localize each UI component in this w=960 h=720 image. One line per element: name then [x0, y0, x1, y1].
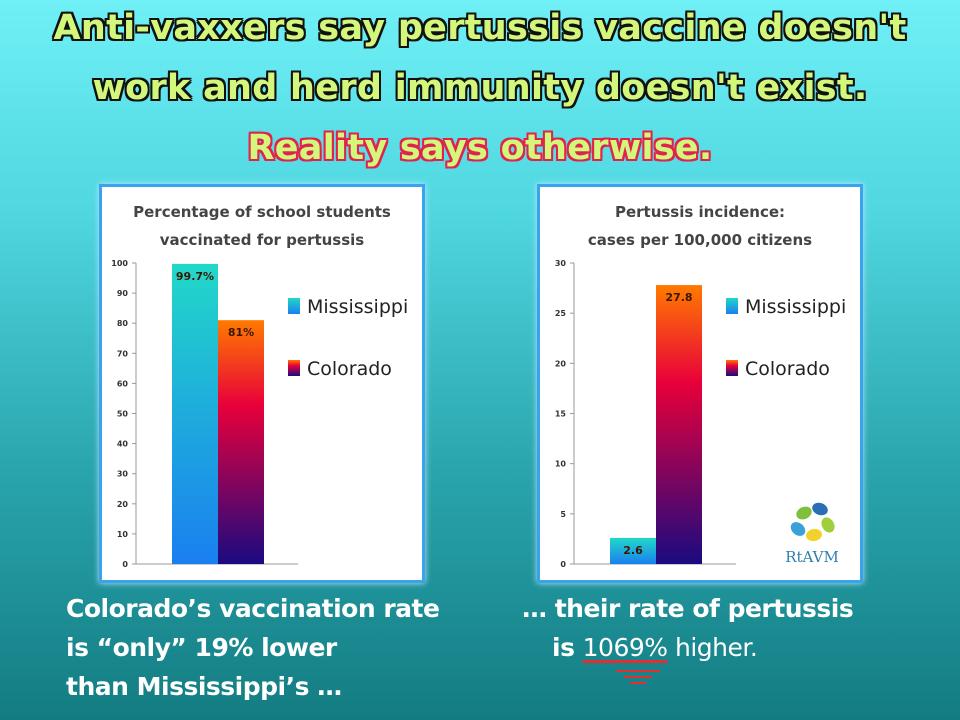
y-tick-label: 10: [555, 460, 567, 469]
chart-title-line-2: vaccinated for pertussis: [160, 231, 365, 249]
right-caption-prefix: is: [552, 633, 583, 662]
right-caption-line-1: … their rate of pertussis: [522, 594, 854, 623]
legend-swatch-mississippi: [726, 298, 738, 314]
legend-label-mississippi: Mississippi: [745, 296, 846, 318]
headline-line-3: Reality says otherwise.: [247, 128, 713, 168]
legend-label-colorado: Colorado: [307, 358, 392, 380]
y-tick-label: 10: [117, 530, 129, 539]
y-tick-label: 0: [122, 560, 128, 569]
legend-label-colorado: Colorado: [745, 358, 830, 380]
rtavm-logo: RtAVM: [785, 502, 839, 566]
y-tick-label: 100: [111, 259, 128, 268]
emphasis-underline-marks: [616, 670, 660, 684]
left-caption: Colorado’s vaccination rate is “only” 19…: [66, 589, 440, 706]
legend-swatch-mississippi: [288, 298, 300, 314]
y-tick-label: 20: [117, 500, 129, 509]
bar-mississippi: [172, 263, 218, 564]
y-tick-label: 60: [117, 379, 129, 388]
y-tick-label: 20: [555, 359, 567, 368]
y-tick-label: 90: [117, 289, 129, 298]
left-caption-line-1: Colorado’s vaccination rate: [66, 594, 440, 623]
left-caption-line-2: is “only” 19% lower: [66, 633, 337, 662]
logo-text: RtAVM: [785, 548, 839, 566]
y-tick-label: 15: [555, 410, 567, 419]
vaccination-chart-panel: Percentage of school students vaccinated…: [99, 184, 425, 583]
chart-title-line-1: Percentage of school students: [133, 203, 391, 221]
chart-title-line-2: cases per 100,000 citizens: [588, 231, 812, 249]
data-label-mississippi: 99.7%: [176, 270, 214, 283]
y-tick-label: 40: [117, 440, 129, 449]
bar-colorado: [218, 320, 264, 564]
right-caption-line-2: is 1069% higher.: [522, 628, 853, 667]
data-label-colorado: 27.8: [665, 291, 692, 304]
legend-swatch-colorado: [288, 360, 300, 376]
left-caption-line-3: than Mississippi’s …: [66, 672, 342, 701]
y-tick-label: 25: [555, 309, 567, 318]
right-caption-emphasis: 1069%: [582, 633, 668, 662]
headline-line-2: work and herd immunity doesn't exist.: [92, 68, 868, 108]
y-tick-label: 80: [117, 319, 129, 328]
incidence-chart: Pertussis incidence: cases per 100,000 c…: [555, 203, 846, 569]
legend-label-mississippi: Mississippi: [307, 296, 408, 318]
bar-colorado: [656, 285, 702, 564]
incidence-chart-panel: Pertussis incidence: cases per 100,000 c…: [537, 184, 863, 583]
y-tick-label: 0: [560, 560, 566, 569]
y-tick-label: 70: [117, 349, 129, 358]
headline-line-1: Anti-vaxxers say pertussis vaccine doesn…: [53, 8, 907, 48]
chart-title-line-1: Pertussis incidence:: [615, 203, 785, 221]
legend-swatch-colorado: [726, 360, 738, 376]
right-caption-suffix: higher.: [667, 633, 758, 662]
vaccination-chart: Percentage of school students vaccinated…: [111, 203, 408, 569]
y-tick-label: 30: [117, 470, 129, 479]
data-label-colorado: 81%: [228, 326, 254, 339]
y-tick-label: 50: [117, 410, 129, 419]
y-tick-label: 30: [555, 259, 567, 268]
right-caption: … their rate of pertussis is 1069% highe…: [522, 589, 854, 684]
data-label-mississippi: 2.6: [623, 544, 643, 557]
bar-mississippi: [610, 537, 656, 564]
y-tick-label: 5: [560, 510, 566, 519]
